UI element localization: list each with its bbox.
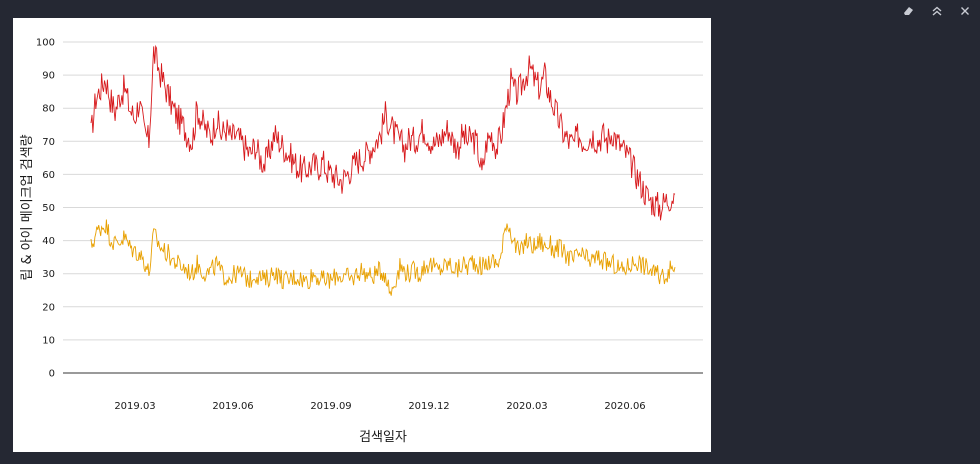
x-tick-label: 2020.06 [604,401,645,412]
panel-controls [902,4,972,18]
y-axis-ticks: 0 10 20 30 40 50 60 70 80 90 100 [36,38,55,380]
series-layer [90,44,676,296]
x-axis-ticks: 2019.03 2019.06 2019.09 2019.12 2020.03 2020.… [114,401,645,412]
y-tick-label: 50 [42,203,55,214]
series-line-1 [90,44,676,221]
x-tick-label: 2019.06 [212,401,253,412]
y-tick-label: 100 [36,38,55,49]
eraser-icon[interactable] [902,4,916,18]
x-tick-label: 2020.03 [506,401,547,412]
y-tick-label: 0 [49,369,55,380]
y-tick-label: 80 [42,104,55,115]
close-icon[interactable] [958,4,972,18]
y-tick-label: 60 [42,170,55,181]
y-tick-label: 40 [42,236,55,247]
chart-panel: 0 10 20 30 40 50 60 70 80 90 100 2019.03 2019.06 201… [13,18,711,452]
collapse-icon[interactable] [930,4,944,18]
x-tick-label: 2019.03 [114,401,155,412]
x-tick-label: 2019.12 [408,401,449,412]
grid-lines [63,41,703,341]
y-axis-title: 립 & 아이 메이크업 검색량 [20,134,35,280]
y-tick-label: 30 [42,269,55,280]
y-tick-label: 10 [42,335,55,346]
y-tick-label: 20 [42,302,55,313]
x-tick-label: 2019.09 [310,401,351,412]
y-tick-label: 90 [42,71,55,82]
x-axis-title: 검색일자 [359,430,407,445]
series-line-2 [90,219,676,296]
y-tick-label: 70 [42,137,55,148]
